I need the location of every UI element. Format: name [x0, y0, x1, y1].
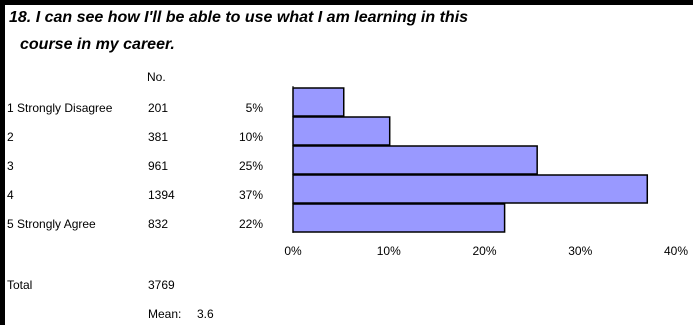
row-percent: 25% [238, 159, 263, 173]
question-title-line1: 18. I can see how I'll be able to use wh… [9, 9, 469, 26]
row-label: 1 Strongly Disagree [7, 101, 113, 115]
row-count: 381 [148, 130, 169, 144]
x-tick-label: 20% [472, 244, 496, 258]
x-tick-label: 30% [568, 244, 592, 258]
row-count: 832 [148, 217, 169, 231]
row-percent: 10% [238, 130, 263, 144]
left-border [0, 5, 5, 325]
row-count: 201 [148, 101, 169, 115]
bar-3 [292, 145, 538, 175]
row-count: 1394 [148, 188, 175, 202]
question-title-line2: course in my career. [20, 36, 175, 53]
row-percent: 37% [238, 188, 263, 202]
mean-value: 3.6 [197, 307, 214, 321]
x-tick-label: 0% [284, 244, 302, 258]
x-tick-label: 40% [664, 244, 688, 258]
bar-1 [292, 87, 345, 117]
total-label: Total [7, 278, 33, 292]
x-tick-label: 10% [377, 244, 401, 258]
top-border [0, 0, 693, 5]
row-percent: 5% [245, 101, 263, 115]
row-label: 2 [7, 130, 14, 144]
count-column-header: No. [147, 70, 166, 84]
row-label: 4 [7, 188, 14, 202]
row-count: 961 [148, 159, 169, 173]
bar-2 [292, 116, 391, 146]
bar-5 [292, 203, 506, 233]
row-percent: 22% [238, 217, 263, 231]
row-label: 3 [7, 159, 14, 173]
bar-4 [292, 174, 649, 204]
total-value: 3769 [148, 278, 175, 292]
mean-label: Mean: [148, 307, 182, 321]
row-label: 5 Strongly Agree [7, 217, 96, 231]
